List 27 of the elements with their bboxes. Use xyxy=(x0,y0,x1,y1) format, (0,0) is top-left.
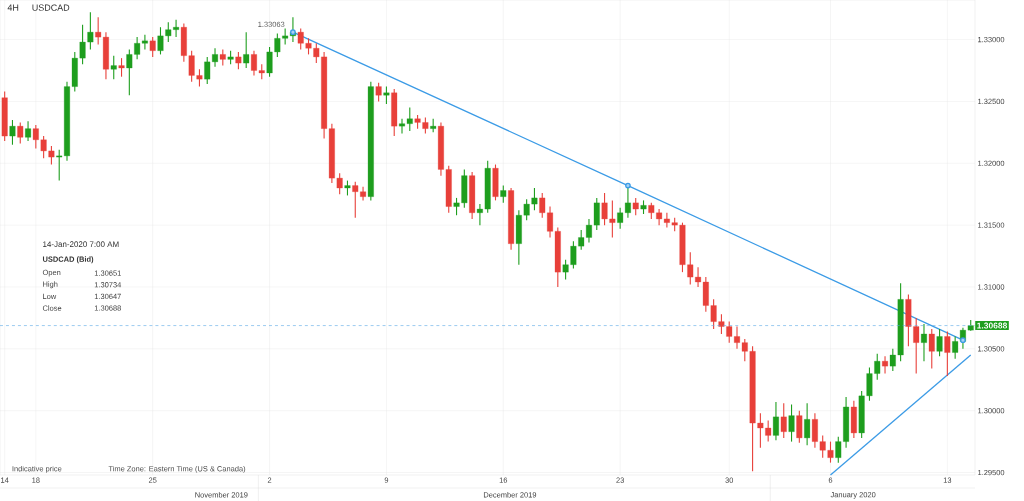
candlestick xyxy=(640,199,647,215)
candlestick xyxy=(492,163,499,201)
point xyxy=(960,337,966,344)
candlestick xyxy=(219,48,226,67)
candlestick xyxy=(796,410,803,444)
candlestick xyxy=(9,119,16,146)
candlestick xyxy=(118,57,125,78)
chart-subtitle: 4H xyxy=(7,4,19,11)
candlestick xyxy=(110,55,117,80)
ref-line-label: 1.30688 xyxy=(977,322,1008,329)
candlestick xyxy=(788,403,795,443)
candlestick xyxy=(780,402,787,439)
candlestick xyxy=(243,31,250,69)
chart-title: USDCAD xyxy=(32,4,70,11)
candlestick xyxy=(936,328,943,357)
candlestick xyxy=(804,402,811,446)
candlestick xyxy=(850,400,857,439)
candlestick xyxy=(17,121,24,145)
candlestick xyxy=(928,328,935,370)
candlestick xyxy=(375,82,382,102)
point xyxy=(625,182,631,189)
candlestick xyxy=(25,120,31,142)
candlestick xyxy=(149,36,156,58)
candlestick xyxy=(367,81,374,201)
candlestick xyxy=(1,90,8,142)
candlestick xyxy=(944,330,951,377)
candlestick xyxy=(391,88,398,137)
